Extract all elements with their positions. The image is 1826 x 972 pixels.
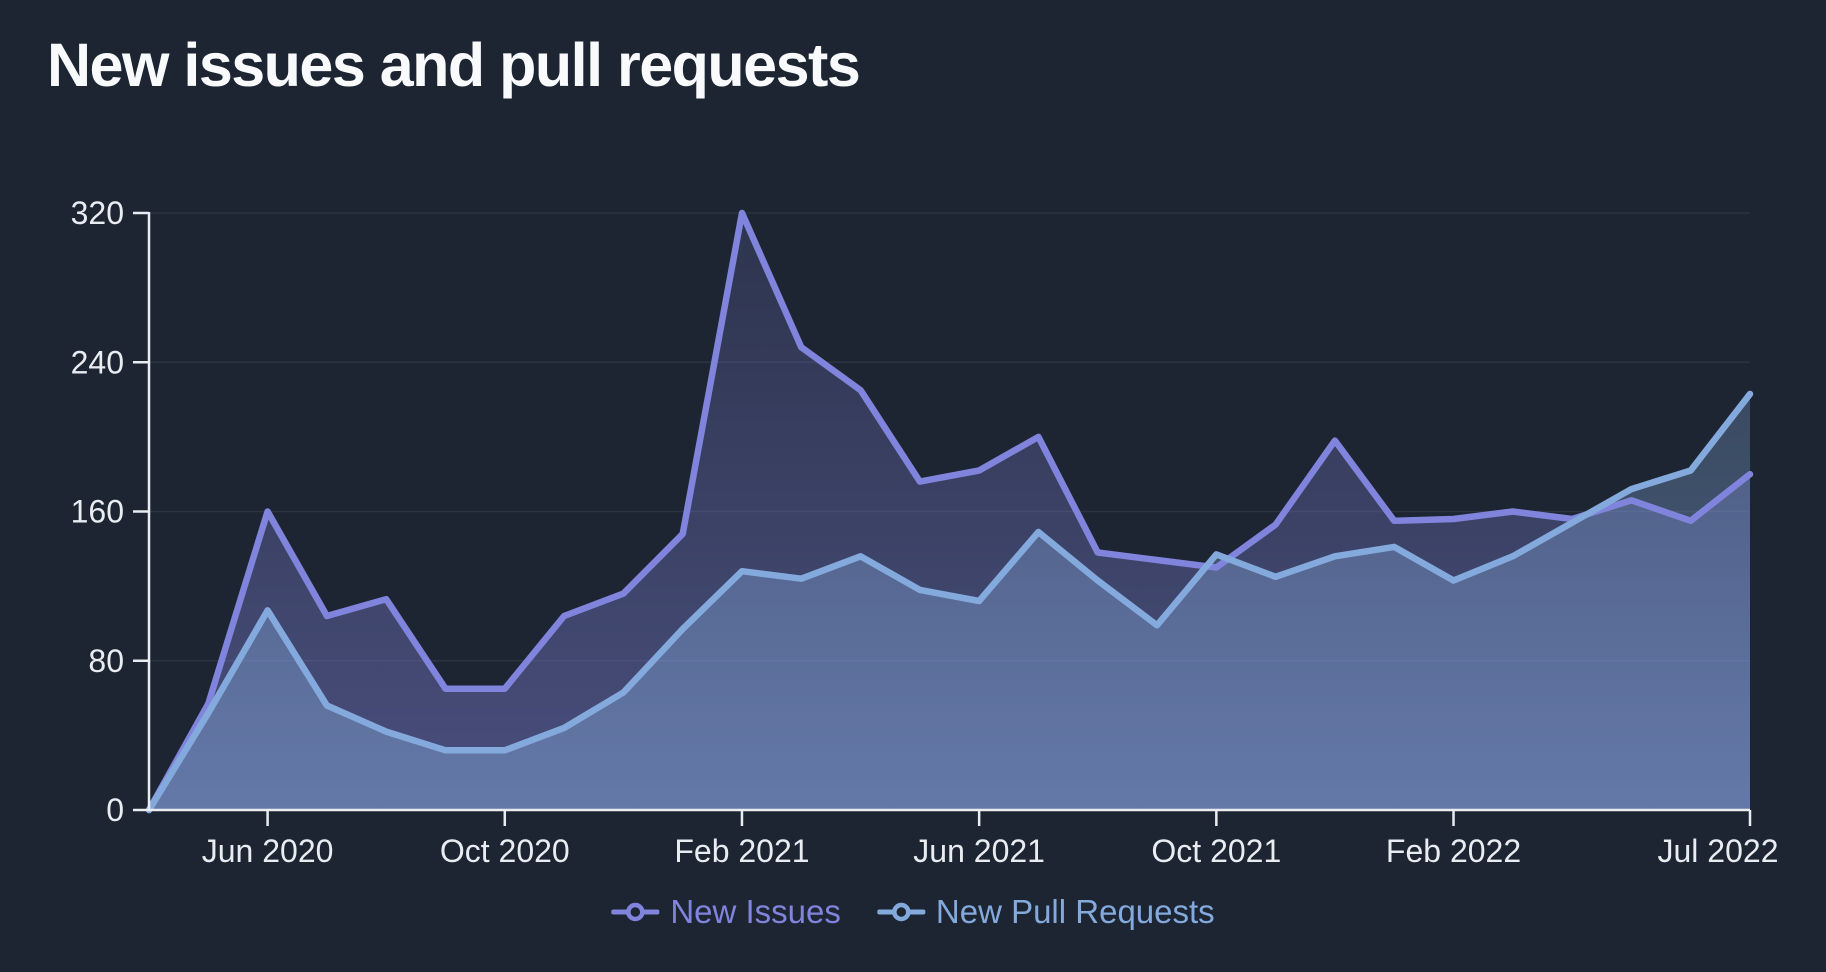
- legend-label: New Pull Requests: [935, 893, 1215, 930]
- page-title: New issues and pull requests: [47, 31, 861, 99]
- y-tick-label: 240: [71, 344, 124, 380]
- series-line-new-issues: [145, 209, 1754, 814]
- series-line-new-pull-requests: [145, 390, 1754, 814]
- legend-item-new-pull-requests[interactable]: New Pull Requests: [876, 893, 1215, 931]
- legend-label: New Issues: [670, 893, 841, 930]
- series-area-new-pull-requests: [149, 394, 1750, 810]
- x-tick-label: Oct 2021: [1151, 833, 1281, 869]
- y-tick-label: 0: [106, 792, 124, 828]
- legend-series-marker-icon: [876, 902, 925, 922]
- x-tick-label: Jun 2021: [913, 833, 1045, 869]
- x-tick-label: Oct 2020: [440, 833, 570, 869]
- chart-legend: New Issues New Pull Requests: [611, 893, 1215, 931]
- y-tick-label: 80: [88, 643, 124, 679]
- y-tick-label: 160: [71, 494, 124, 530]
- x-tick-label: Feb 2022: [1386, 833, 1521, 869]
- y-tick-label: 320: [71, 195, 124, 231]
- legend-item-new-issues[interactable]: New Issues: [611, 893, 841, 931]
- x-tick-label: Feb 2021: [674, 833, 809, 869]
- x-tick-label: Jun 2020: [202, 833, 334, 869]
- legend-series-marker-icon: [611, 902, 660, 922]
- x-tick-label: Jul 2022: [1658, 833, 1779, 869]
